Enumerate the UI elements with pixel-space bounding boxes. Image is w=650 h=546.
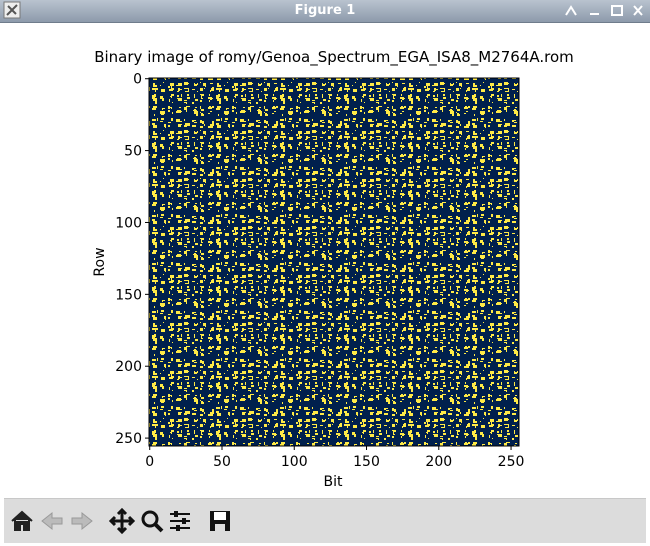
x-axis-label: Bit [324,474,343,490]
title-bar: Figure 1 [0,0,650,23]
x-tick-label: 150 [353,454,380,470]
home-button[interactable] [8,507,36,535]
window-title: Figure 1 [294,3,356,18]
x-tick-label: 250 [498,454,525,470]
image [149,78,519,446]
y-axis-label: Row [92,247,108,276]
x-tick-label: 50 [213,454,231,470]
y-tick-label: 100 [115,215,142,231]
toolbar [4,498,646,543]
figure: Binary image of romy/Genoa_Spectrum_EGA_… [92,48,574,490]
x-tick-label: 100 [281,454,308,470]
pan-button[interactable] [108,507,136,535]
y-tick-label: 250 [115,431,142,447]
y-tick-label: 50 [124,144,142,160]
y-tick-label: 150 [115,287,142,303]
forward-button[interactable] [68,507,96,535]
x-tick-label: 200 [425,454,452,470]
y-tick-label: 200 [115,359,142,375]
y-tick-label: 0 [133,72,142,88]
axes-frame [148,77,520,447]
zoom-button[interactable] [138,507,166,535]
configure-button[interactable] [166,507,194,535]
x-tick-label: 0 [145,454,154,470]
app-icon [3,1,21,19]
back-button[interactable] [38,507,66,535]
chart-title: Binary image of romy/Genoa_Spectrum_EGA_… [94,48,574,67]
save-button[interactable] [206,507,234,535]
window-controls[interactable] [558,0,648,22]
